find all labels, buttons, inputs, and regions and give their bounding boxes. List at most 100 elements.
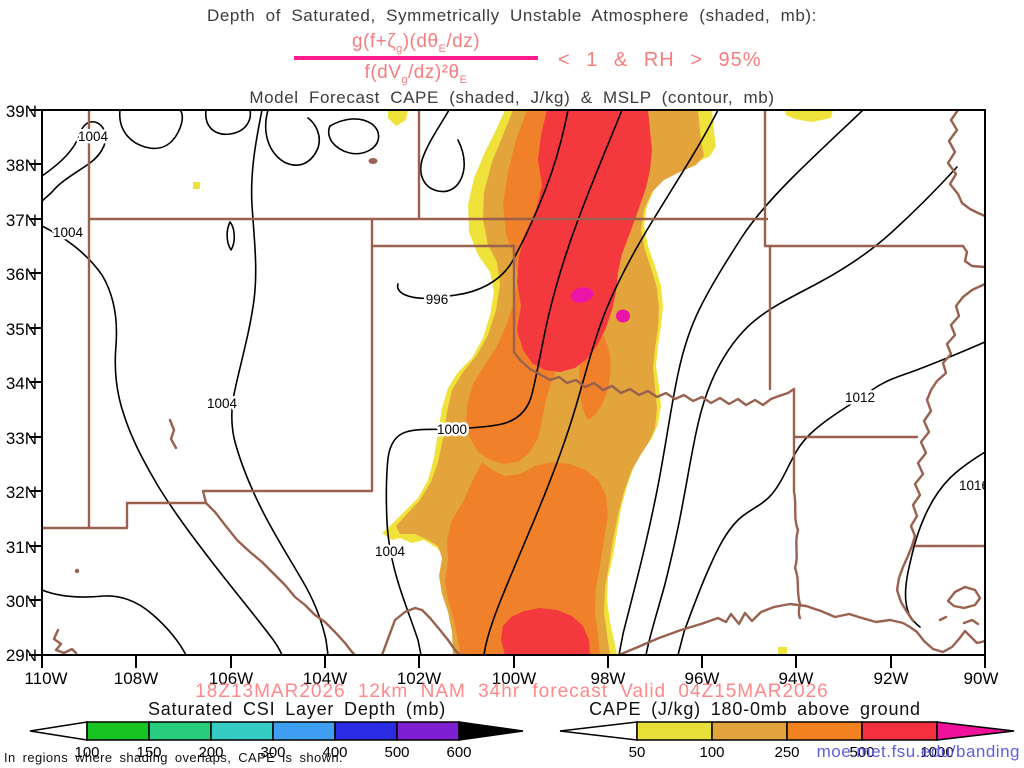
svg-text:38N: 38N: [6, 156, 37, 175]
cape-colorbar-segment: [711, 721, 788, 741]
rio-grande-bigbend: [380, 606, 462, 655]
isobar: [119, 110, 184, 150]
red-river: [512, 350, 796, 407]
svg-text:98W: 98W: [591, 669, 626, 688]
csi-tick: 150: [136, 744, 161, 761]
csi-tick: 600: [446, 744, 471, 761]
rio-grande-upper: [204, 501, 357, 655]
csi-tick: 400: [322, 744, 347, 761]
forecast-valid-time: 18Z13MAR2026 12km NAM 34hr forecast Vali…: [195, 681, 829, 702]
cape-tick: 100: [699, 744, 724, 761]
csi-tick: 200: [198, 744, 223, 761]
cape-core-red-south: [501, 608, 590, 655]
page-title: Depth of Saturated, Symmetrically Unstab…: [206, 6, 817, 25]
formula-condition: < 1 & RH > 95%: [558, 49, 762, 71]
svg-text:94W: 94W: [779, 669, 814, 688]
csi-colorbar-segment: [86, 721, 150, 741]
svg-text:37N: 37N: [6, 211, 37, 230]
contour-label: 1012: [845, 390, 875, 405]
coastal-islands: [938, 615, 980, 626]
isobar: [396, 110, 569, 300]
isobar: [205, 110, 252, 135]
fraction-bar: [294, 55, 538, 60]
svg-text:31N: 31N: [6, 538, 37, 557]
svg-text:110W: 110W: [24, 669, 67, 688]
cape-dot-yellow-2: [778, 647, 787, 654]
formula-numerator: g(f+ζg)(dθE/dz): [351, 31, 481, 55]
contour-label: 1004: [53, 225, 84, 240]
contour-labels: 1004 1004 996 1000 1004 1004 1012 1016: [50, 127, 985, 562]
border-mexico-nm: [42, 489, 374, 530]
svg-text:106W: 106W: [209, 669, 253, 688]
cape-patch-yellow-topright: [785, 110, 833, 122]
cape-max-magenta-2: [616, 309, 630, 323]
csi-colorbar-segment: [396, 721, 460, 741]
svg-text:32N: 32N: [6, 483, 37, 502]
svg-text:90W: 90W: [964, 669, 999, 688]
cape-shading: [193, 110, 833, 655]
cape-patch-yellow-topleft: [388, 110, 408, 126]
csi-colorbar-segment: [210, 721, 274, 741]
cape-tick: 1000: [920, 744, 953, 761]
isobar: [42, 225, 283, 655]
svg-text:35N: 35N: [6, 320, 37, 339]
svg-text:33N: 33N: [6, 429, 37, 448]
cape-colorbar: 50 100 250 500 1000: [559, 721, 1015, 761]
lat-axis-labels: 39N 38N 37N 36N 35N 34N 33N 32N 31N 30N …: [6, 102, 37, 665]
csi-colorbar-segment: [334, 721, 398, 741]
site-link[interactable]: moe.met.fsu.edu/banding: [816, 742, 1020, 761]
isobar: [618, 110, 864, 655]
mississippi-river-lower: [895, 282, 985, 623]
cape-legend-title: CAPE (J/kg) 180-0mb above ground: [589, 699, 921, 719]
svg-text:100W: 100W: [492, 669, 536, 688]
border-tx-la-sabine: [792, 435, 802, 620]
csi-colorbar-segment: [272, 721, 336, 741]
cape-band-orange-lower: [445, 462, 608, 655]
elephant-butte: [168, 418, 178, 450]
contour-label: 1000: [437, 422, 467, 437]
contour-label: 1004: [375, 544, 406, 559]
csi-legend-title: Saturated CSI Layer Depth (mb): [147, 699, 447, 719]
lake-pontchartrain: [946, 585, 982, 610]
axis-ticks: [29, 109, 986, 668]
state-borders: [42, 110, 985, 655]
isobar: [226, 221, 236, 251]
svg-text:34N: 34N: [6, 374, 37, 393]
isobar: [645, 166, 958, 655]
svg-text:108W: 108W: [114, 669, 158, 688]
mississippi-river-upper: [946, 110, 985, 218]
subtitle: Model Forecast CAPE (shaded, J/kg) & MSL…: [249, 88, 775, 107]
svg-text:29N: 29N: [6, 646, 37, 665]
ks-reservoir: [368, 158, 378, 164]
isobar: [42, 121, 107, 203]
cape-colorbar-segment: [861, 721, 938, 741]
isobar: [420, 110, 465, 193]
cape-colorbar-over-arrow: [936, 721, 1015, 741]
cape-tick: 500: [849, 744, 874, 761]
csi-colorbar: 100 150 200 300 400 500 600: [29, 721, 524, 761]
small-lake-dot: [74, 568, 80, 574]
mexico-river-sw: [52, 628, 78, 655]
contour-label: 1004: [78, 129, 109, 144]
isobar: [327, 118, 380, 155]
contour-label: 1004: [207, 396, 238, 411]
isobar: [677, 341, 985, 655]
csi-tick: 300: [260, 744, 285, 761]
border-ok-panhandle: [370, 244, 516, 354]
svg-text:39N: 39N: [6, 102, 37, 121]
svg-text:102W: 102W: [397, 669, 441, 688]
svg-text:92W: 92W: [874, 669, 909, 688]
svg-text:30N: 30N: [6, 592, 37, 611]
lon-axis-labels: 110W 108W 106W 104W 102W 100W 98W 96W 94…: [24, 669, 998, 688]
isobar: [385, 110, 623, 655]
overlap-footnote: In regions where shading overlaps, CAPE …: [4, 750, 344, 765]
svg-text:36N: 36N: [6, 265, 37, 284]
isobar: [264, 110, 321, 166]
cape-max-magenta-1: [570, 287, 594, 303]
formula-denominator: f(dVg/dz)²θE: [364, 61, 468, 86]
cape-dot-yellow-1: [193, 182, 200, 189]
border-mo-ar-bootheel: [763, 244, 985, 269]
isobar: [483, 110, 719, 655]
